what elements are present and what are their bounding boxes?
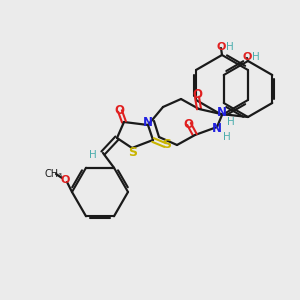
Text: O: O: [60, 175, 70, 185]
Text: O: O: [192, 88, 202, 101]
Text: H: H: [226, 42, 234, 52]
Text: H: H: [89, 150, 97, 160]
Text: O: O: [183, 118, 193, 131]
Text: H: H: [252, 52, 260, 62]
Text: S: S: [163, 139, 172, 152]
Text: N: N: [212, 122, 222, 136]
Text: O: O: [114, 103, 124, 116]
Text: H: H: [223, 132, 231, 142]
Text: O: O: [242, 52, 252, 62]
Text: O: O: [216, 42, 226, 52]
Text: H: H: [227, 117, 235, 127]
Text: S: S: [128, 146, 137, 160]
Text: N: N: [143, 116, 153, 130]
Text: CH₃: CH₃: [45, 169, 63, 179]
Text: N: N: [217, 106, 227, 118]
